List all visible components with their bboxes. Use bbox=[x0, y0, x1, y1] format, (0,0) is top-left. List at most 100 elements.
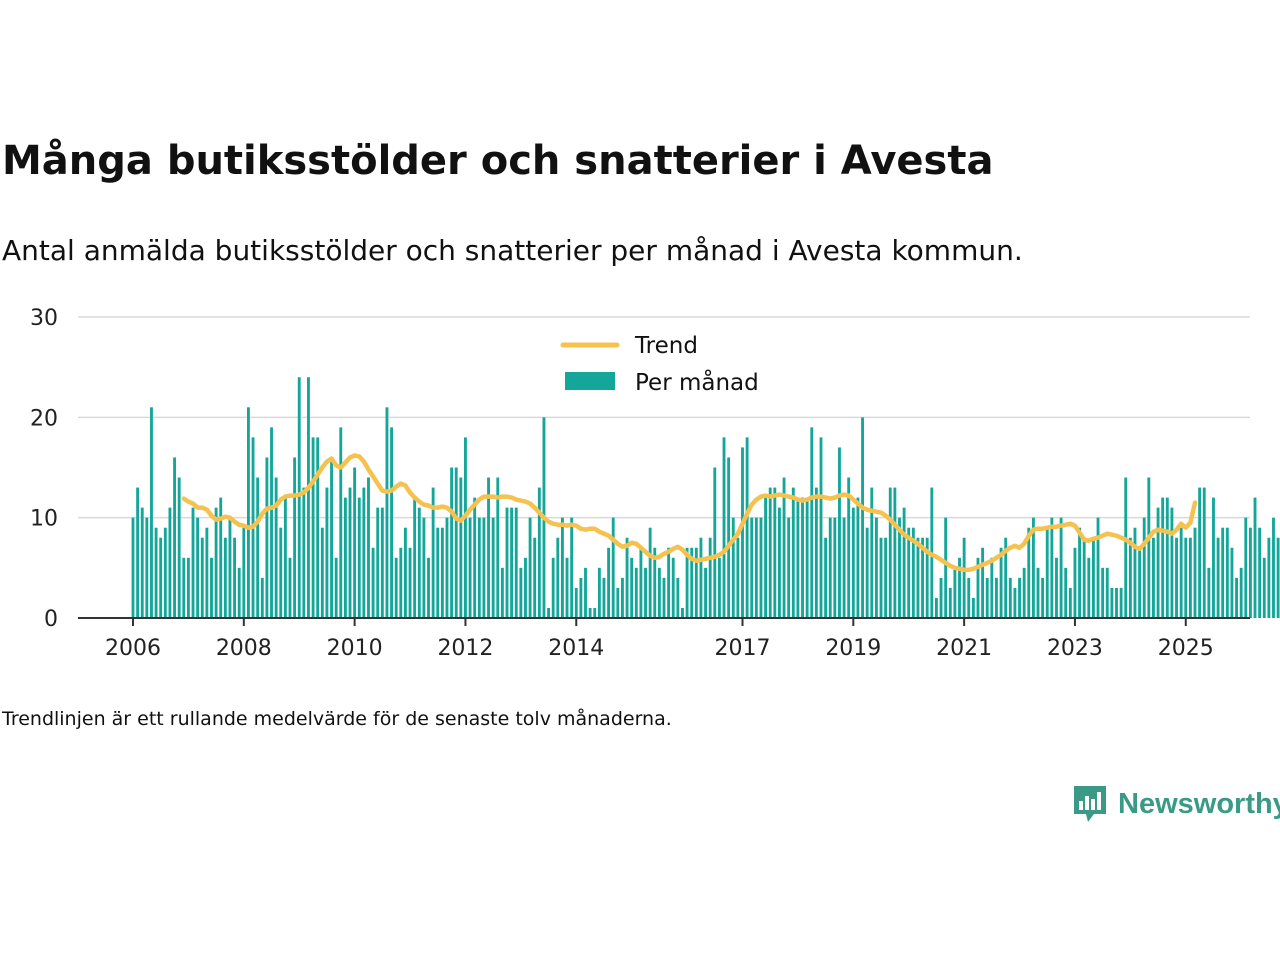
bar bbox=[270, 427, 273, 618]
bar bbox=[916, 537, 920, 618]
bar bbox=[847, 477, 851, 618]
x-tick-label: 2006 bbox=[105, 636, 161, 661]
bar bbox=[1262, 557, 1266, 618]
bar bbox=[473, 497, 477, 618]
x-tick-label: 2012 bbox=[437, 636, 493, 661]
bar bbox=[551, 557, 555, 618]
bar bbox=[477, 517, 481, 618]
x-axis-ticks: 2006 2008 2010 2012 2014 2017 2019 2021 2023 2025 bbox=[105, 618, 1214, 661]
bar bbox=[302, 487, 306, 618]
bar bbox=[759, 517, 763, 618]
bar bbox=[704, 567, 707, 618]
x-tick-label: 2025 bbox=[1158, 636, 1214, 661]
bar bbox=[805, 497, 809, 618]
bar bbox=[1073, 547, 1077, 618]
bar bbox=[500, 567, 504, 618]
bar bbox=[644, 567, 647, 618]
bar bbox=[1050, 517, 1054, 618]
bar bbox=[995, 577, 998, 618]
bar bbox=[454, 467, 458, 618]
bar bbox=[316, 437, 320, 618]
bar bbox=[1198, 487, 1202, 618]
bar bbox=[1115, 587, 1118, 618]
trend-series bbox=[181, 453, 1198, 573]
bar bbox=[814, 487, 818, 618]
bar bbox=[1170, 507, 1174, 618]
bar bbox=[1221, 527, 1225, 618]
bar bbox=[685, 547, 689, 618]
bar-series-per-manad bbox=[131, 377, 1280, 618]
bar bbox=[1244, 517, 1248, 618]
trend-line bbox=[181, 453, 1198, 573]
bar bbox=[200, 537, 204, 618]
x-tick-label: 2021 bbox=[936, 636, 992, 661]
bar bbox=[403, 527, 407, 618]
bar bbox=[307, 377, 310, 618]
bar bbox=[445, 517, 449, 618]
bar bbox=[819, 437, 823, 618]
bar bbox=[948, 587, 952, 618]
bar bbox=[630, 557, 634, 618]
bar bbox=[828, 517, 832, 618]
bar bbox=[547, 607, 550, 618]
bar bbox=[1152, 537, 1155, 618]
bar bbox=[962, 537, 966, 618]
bar bbox=[791, 487, 795, 618]
bar bbox=[1161, 497, 1165, 618]
bar bbox=[838, 447, 841, 618]
legend-trend-label: Trend bbox=[634, 333, 698, 359]
legend: Trend Per månad bbox=[560, 333, 759, 396]
bar bbox=[1142, 517, 1146, 618]
bar bbox=[898, 517, 901, 618]
bar bbox=[570, 517, 574, 618]
bar bbox=[768, 487, 772, 618]
bar bbox=[611, 517, 615, 618]
bar bbox=[865, 527, 869, 618]
bar bbox=[565, 557, 569, 618]
bar bbox=[662, 577, 666, 618]
bar bbox=[376, 507, 380, 618]
bar bbox=[145, 517, 149, 618]
bar bbox=[399, 547, 403, 618]
bar bbox=[367, 477, 370, 618]
bar bbox=[385, 407, 389, 618]
y-tick-label: 30 bbox=[30, 306, 58, 331]
bar bbox=[339, 427, 343, 618]
bar bbox=[856, 497, 860, 618]
bar bbox=[1193, 527, 1197, 618]
bar bbox=[214, 507, 218, 618]
bar bbox=[694, 547, 698, 618]
bar bbox=[653, 547, 657, 618]
chart-area: 0 10 20 30 2006 2008 2010 2012 2014 2017 2019 2021… bbox=[30, 306, 1280, 661]
bar bbox=[173, 457, 176, 618]
bar bbox=[727, 457, 731, 618]
bar bbox=[283, 497, 287, 618]
bar bbox=[297, 377, 301, 618]
bar bbox=[233, 537, 237, 618]
bar bbox=[330, 457, 333, 618]
bar bbox=[496, 477, 500, 618]
bar bbox=[431, 487, 435, 618]
bar bbox=[625, 537, 629, 618]
bar bbox=[1022, 567, 1026, 618]
bar bbox=[967, 577, 971, 618]
x-tick-label: 2014 bbox=[548, 636, 604, 661]
bar bbox=[357, 497, 361, 618]
bar bbox=[320, 527, 324, 618]
bar bbox=[247, 407, 250, 618]
bar bbox=[205, 527, 209, 618]
bar bbox=[519, 567, 523, 618]
bar bbox=[574, 587, 578, 618]
bar bbox=[464, 437, 467, 618]
bar bbox=[939, 577, 943, 618]
bar bbox=[1008, 577, 1012, 618]
bar bbox=[191, 507, 195, 618]
bar bbox=[796, 497, 800, 618]
bar bbox=[1128, 537, 1132, 618]
x-tick-label: 2010 bbox=[327, 636, 383, 661]
bar bbox=[528, 517, 532, 618]
bar bbox=[699, 537, 703, 618]
bar bbox=[1110, 587, 1114, 618]
bar bbox=[325, 487, 329, 618]
bar bbox=[491, 517, 495, 618]
